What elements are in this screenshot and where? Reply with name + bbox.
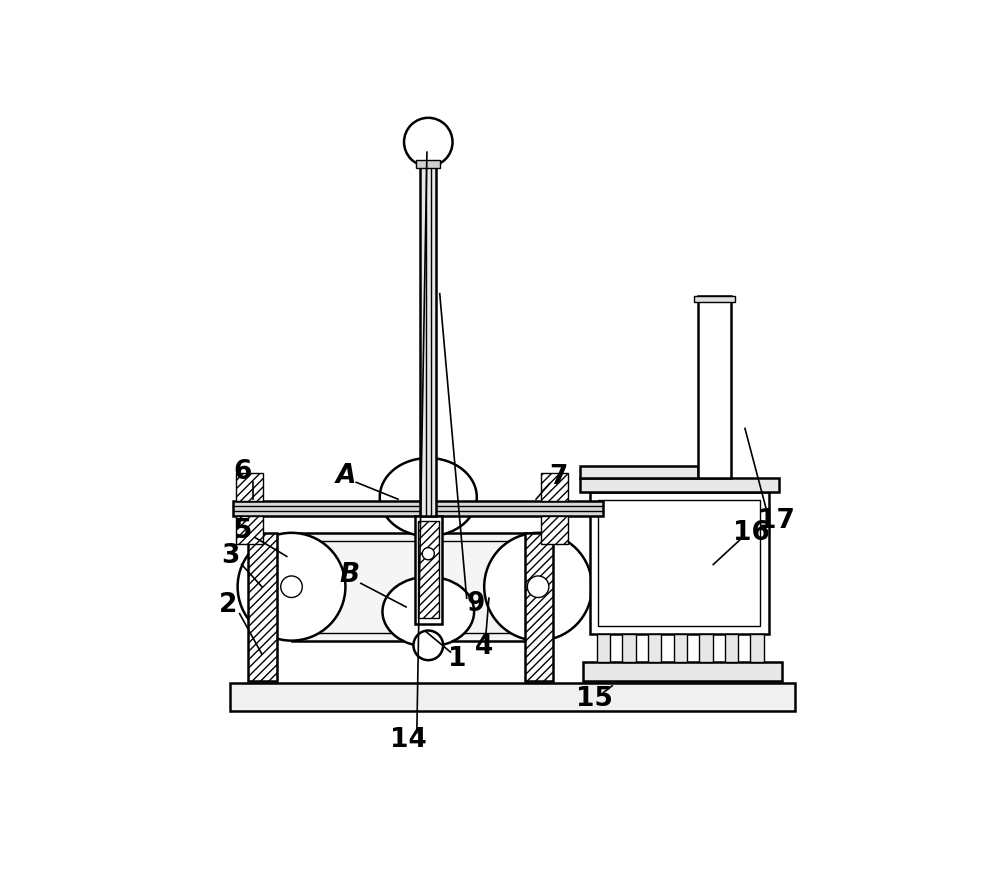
Bar (698, 296, 731, 478)
Bar (648, 634, 661, 662)
Bar (230, 683, 795, 711)
Text: 4: 4 (475, 634, 493, 661)
Text: 1: 1 (448, 646, 467, 672)
Text: 3: 3 (222, 543, 240, 570)
Text: 6: 6 (234, 459, 252, 486)
Text: 2: 2 (219, 592, 237, 618)
Bar (590, 493, 769, 634)
Bar (674, 634, 687, 662)
Text: 16: 16 (733, 520, 770, 546)
Bar (580, 466, 698, 478)
Bar (541, 473, 568, 501)
Text: 15: 15 (576, 686, 613, 712)
Bar (416, 159, 440, 168)
Bar (541, 516, 568, 544)
Bar (725, 634, 738, 662)
Bar (622, 634, 636, 662)
Circle shape (484, 533, 592, 640)
Circle shape (413, 631, 443, 660)
Bar (699, 634, 713, 662)
Text: A: A (335, 463, 356, 488)
Text: 14: 14 (390, 726, 426, 752)
Ellipse shape (380, 458, 477, 536)
Bar (418, 522, 439, 619)
Bar (236, 473, 263, 501)
Bar (598, 500, 760, 626)
Circle shape (281, 576, 302, 598)
Circle shape (527, 576, 549, 598)
Text: B: B (339, 563, 360, 588)
Ellipse shape (382, 577, 474, 647)
Bar (248, 533, 277, 681)
Bar (597, 634, 610, 662)
Circle shape (422, 548, 434, 560)
Bar (236, 516, 263, 544)
Bar (292, 533, 538, 640)
Bar (415, 516, 442, 624)
Circle shape (238, 533, 345, 640)
Bar (580, 478, 779, 493)
Bar (233, 501, 603, 516)
Text: 7: 7 (549, 464, 568, 490)
Text: 17: 17 (758, 508, 795, 535)
Bar (525, 533, 553, 681)
Bar (694, 296, 735, 303)
Bar (420, 162, 436, 516)
Bar (583, 662, 782, 681)
Circle shape (404, 118, 453, 166)
Bar (750, 634, 764, 662)
Text: 9: 9 (466, 591, 485, 617)
Text: 5: 5 (234, 518, 252, 543)
